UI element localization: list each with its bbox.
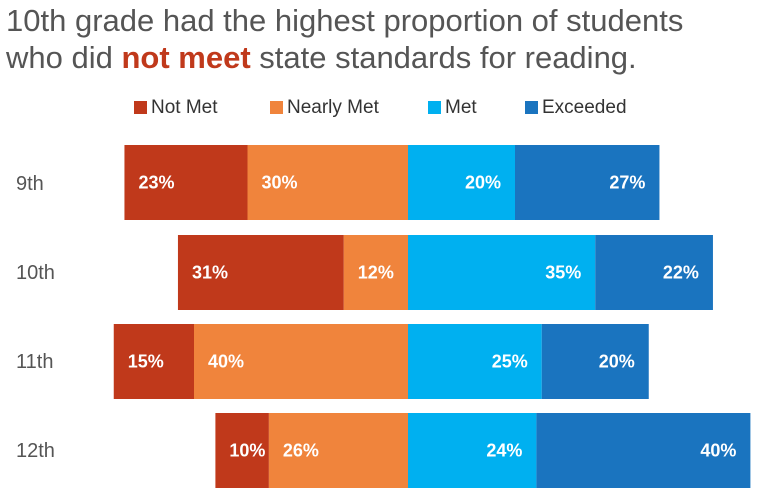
legend-label-exceeded: Exceeded xyxy=(542,97,627,118)
data-label-11th-nearly-met: 40% xyxy=(208,352,244,372)
legend-swatch-exceeded xyxy=(525,101,538,114)
legend-swatch-not-met xyxy=(134,101,147,114)
title-text-after: state standards for reading. xyxy=(250,40,637,75)
bar-9th-nearly-met xyxy=(247,145,408,220)
category-label-12th: 12th xyxy=(16,440,55,462)
data-label-12th-exceeded: 40% xyxy=(700,441,736,461)
category-label-11th: 11th xyxy=(16,351,54,373)
data-label-9th-not-met: 23% xyxy=(138,173,174,193)
data-label-10th-nearly-met: 12% xyxy=(358,263,394,283)
legend-label-not-met: Not Met xyxy=(151,97,218,118)
data-label-9th-exceeded: 27% xyxy=(609,173,645,193)
legend-item-exceeded: Exceeded xyxy=(525,97,627,119)
data-label-11th-met: 25% xyxy=(492,352,528,372)
data-label-9th-nearly-met: 30% xyxy=(262,173,298,193)
bar-12th-nearly-met xyxy=(268,413,408,488)
title-text-before: who did xyxy=(6,40,122,75)
bar-9th-met xyxy=(408,145,515,220)
bar-10th-met xyxy=(408,235,596,310)
legend-item-met: Met xyxy=(428,97,477,119)
legend-label-met: Met xyxy=(445,97,477,118)
data-label-11th-exceeded: 20% xyxy=(599,352,635,372)
data-label-10th-met: 35% xyxy=(545,263,581,283)
data-label-10th-not-met: 31% xyxy=(192,263,228,283)
data-label-12th-nearly-met: 26% xyxy=(283,441,319,461)
data-label-11th-not-met: 15% xyxy=(128,352,164,372)
category-label-10th: 10th xyxy=(16,262,55,284)
bar-11th-met xyxy=(408,324,542,399)
title-highlight: not meet xyxy=(121,40,251,75)
data-label-9th-met: 20% xyxy=(465,173,501,193)
bar-10th-not-met xyxy=(177,235,344,310)
bar-11th-nearly-met xyxy=(194,324,408,399)
bar-12th-not-met xyxy=(215,413,269,488)
bar-9th-not-met xyxy=(124,145,248,220)
bar-12th-exceeded xyxy=(536,413,751,488)
data-label-10th-exceeded: 22% xyxy=(663,263,699,283)
data-label-12th-not-met: 10% xyxy=(229,441,265,461)
legend-swatch-nearly-met xyxy=(270,101,283,114)
chart-title-line-1: 10th grade had the highest proportion of… xyxy=(6,3,684,38)
bar-10th-exceeded xyxy=(595,235,713,310)
chart-title: 10th grade had the highest proportion of… xyxy=(6,2,766,76)
bar-9th-exceeded xyxy=(515,145,660,220)
data-label-12th-met: 24% xyxy=(486,441,522,461)
bar-12th-met xyxy=(408,413,537,488)
bar-11th-exceeded xyxy=(541,324,649,399)
chart-title-line-2: who did not meet state standards for rea… xyxy=(6,39,766,76)
legend-label-nearly-met: Nearly Met xyxy=(287,97,379,118)
legend-item-not-met: Not Met xyxy=(134,97,218,119)
legend-item-nearly-met: Nearly Met xyxy=(270,97,379,119)
legend-swatch-met xyxy=(428,101,441,114)
category-label-9th: 9th xyxy=(16,173,44,195)
bar-11th-not-met xyxy=(113,324,194,399)
bar-10th-nearly-met xyxy=(343,235,408,310)
